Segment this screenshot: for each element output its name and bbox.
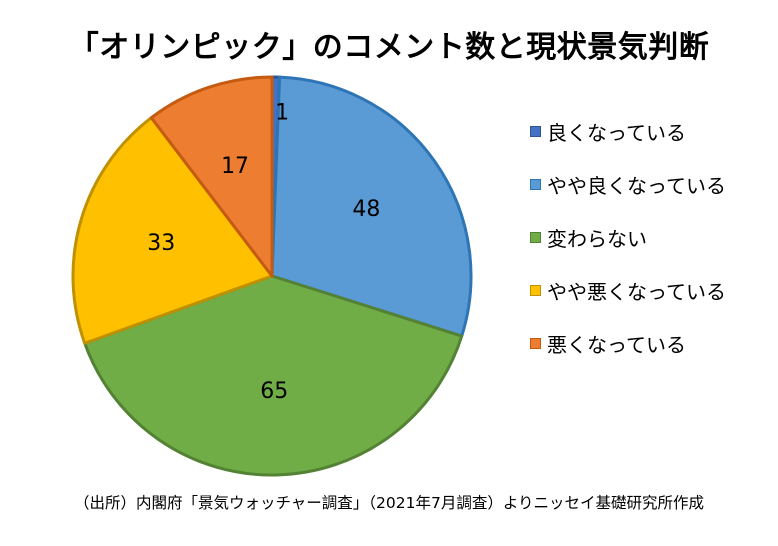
pie-slice-slightly-good xyxy=(270,75,473,338)
legend-item-bad: 悪くなっている xyxy=(530,330,726,357)
legend-swatch xyxy=(530,284,541,296)
legend-item-good: 良くなっている xyxy=(530,118,726,145)
data-label-slightly-good: 48 xyxy=(352,197,380,222)
chart-legend: 良くなっているやや良くなっている 変わらないやや悪くなっている 悪くなっている xyxy=(530,118,726,383)
data-label-unchanged: 65 xyxy=(260,379,288,404)
legend-label: やや悪くなっている xyxy=(547,279,726,304)
legend-swatch xyxy=(530,337,541,349)
data-label-good: 1 xyxy=(275,100,289,125)
pie-slice-slightly-bad xyxy=(71,116,274,345)
data-label-slightly-bad: 33 xyxy=(147,231,175,256)
pie-slice-unchanged xyxy=(83,274,464,477)
legend-label: やや良くなっている xyxy=(547,173,726,198)
legend-label: 良くなっている xyxy=(547,120,686,145)
chart-title: 「オリンピック」のコメント数と現状景気判断 xyxy=(68,30,710,65)
pie-slice-bad xyxy=(149,75,274,278)
pie-slices xyxy=(71,75,473,477)
legend-item-slightly-good: やや良くなっている xyxy=(530,171,726,198)
legend-swatch xyxy=(530,178,541,190)
pie-data-labels: 1 48 65 33 17 xyxy=(147,100,380,404)
data-label-bad: 17 xyxy=(221,154,249,179)
source-note: （出所）内閣府「景気ウォッチャー調査」（2021年7月調査）よりニッセイ基礎研究… xyxy=(73,494,705,512)
legend-label: 悪くなっている xyxy=(547,332,686,357)
legend-item-unchanged: 変わらない xyxy=(530,224,726,251)
legend-swatch xyxy=(530,231,541,243)
legend-label: 変わらない xyxy=(547,226,647,251)
legend-item-slightly-bad: やや悪くなっている xyxy=(530,277,726,304)
legend-swatch xyxy=(530,125,541,137)
